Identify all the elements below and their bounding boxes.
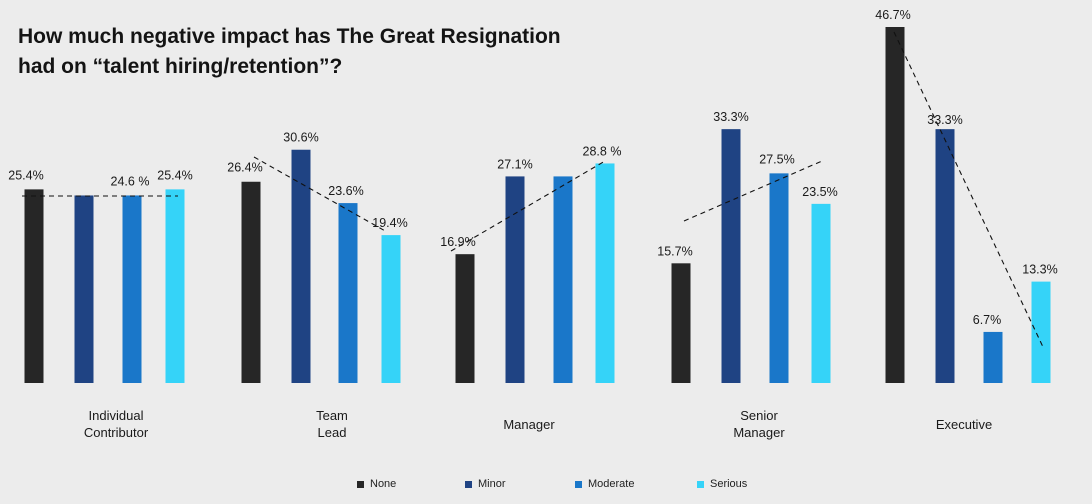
bar-minor-3	[505, 176, 525, 383]
bar-moderate-2	[338, 203, 358, 383]
legend-swatch	[465, 480, 472, 488]
bar-moderate-4	[769, 173, 789, 383]
chart-title: How much negative impact has The Great R…	[18, 22, 578, 82]
data-label: 6.7%	[973, 313, 1002, 327]
legend-item-none: None	[357, 478, 396, 490]
data-label: 25.4%	[8, 168, 43, 182]
legend-swatch	[575, 480, 582, 488]
bar-serious-3	[595, 163, 615, 383]
data-label: 27.5%	[759, 152, 794, 166]
data-label: 28.8 %	[583, 144, 622, 158]
trendline-2	[253, 156, 388, 233]
bar-minor-1	[74, 195, 94, 383]
bar-none-5	[885, 27, 905, 383]
category-label: Individual	[89, 408, 144, 423]
category-label: Contributor	[84, 425, 149, 440]
bar-none-1	[24, 189, 44, 383]
category-label: Executive	[936, 417, 992, 432]
data-label: 16.9%	[440, 235, 475, 249]
chart-title-line-1: How much negative impact has The Great R…	[18, 25, 561, 48]
bar-serious-2	[381, 235, 401, 383]
trendline-4	[683, 160, 823, 222]
legend-label: Serious	[710, 478, 748, 490]
data-label: 23.6%	[328, 184, 363, 198]
data-label: 46.7%	[875, 8, 910, 22]
bar-serious-5	[1031, 281, 1051, 383]
legend-label: Minor	[478, 478, 506, 490]
data-label: 27.1%	[497, 157, 532, 171]
bar-none-2	[241, 181, 261, 383]
legend-swatch	[357, 480, 364, 488]
bar-minor-5	[935, 129, 955, 383]
data-label: 26.4%	[227, 161, 262, 175]
bar-minor-2	[291, 149, 311, 383]
bar-none-4	[671, 263, 691, 383]
data-label: 13.3%	[1022, 263, 1057, 277]
data-label: 33.3%	[713, 110, 748, 124]
chart-legend: None Minor Moderate Serious	[0, 478, 1092, 498]
trendline-5	[893, 31, 1044, 348]
data-label: 23.5%	[802, 185, 837, 199]
chart-title-line-2: had on “talent hiring/retention”?	[18, 55, 343, 78]
category-label: Senior	[740, 408, 778, 423]
bar-moderate-5	[983, 331, 1003, 383]
data-label: 30.6%	[283, 131, 318, 145]
bar-moderate-3	[553, 176, 573, 383]
bar-serious-1	[165, 189, 185, 383]
category-label: Manager	[503, 417, 555, 432]
legend-label: None	[370, 478, 397, 490]
data-label: 24.6 %	[111, 174, 150, 188]
data-label: 25.4%	[157, 168, 192, 182]
legend-swatch	[697, 480, 704, 488]
data-label: 33.3%	[927, 113, 962, 127]
bar-serious-4	[811, 203, 831, 383]
trendline-3	[450, 160, 606, 252]
legend-item-moderate: Moderate	[575, 478, 634, 490]
category-label: Manager	[733, 425, 785, 440]
category-label: Lead	[318, 425, 347, 440]
bar-none-3	[455, 254, 475, 383]
legend-item-minor: Minor	[465, 478, 506, 490]
data-label: 19.4%	[372, 216, 407, 230]
data-label: 15.7%	[657, 244, 692, 258]
bar-moderate-1	[122, 195, 142, 383]
bar-minor-4	[721, 129, 741, 383]
legend-item-serious: Serious	[697, 478, 747, 490]
legend-label: Moderate	[588, 478, 635, 490]
category-label: Team	[316, 408, 348, 423]
